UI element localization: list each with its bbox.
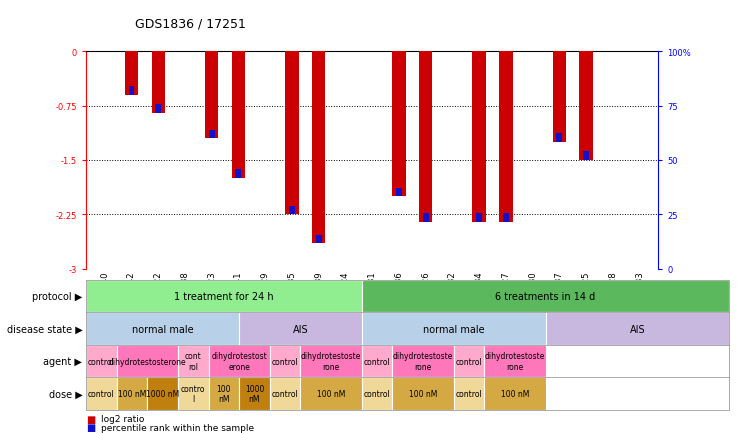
- Text: 1000
nM: 1000 nM: [245, 384, 264, 404]
- Bar: [129, 87, 135, 95]
- Bar: [316, 235, 322, 244]
- Text: dose ▶: dose ▶: [49, 389, 82, 399]
- Text: contro
l: contro l: [181, 384, 206, 404]
- Text: ■: ■: [86, 423, 95, 432]
- Bar: [392, 52, 405, 197]
- Bar: [419, 52, 432, 222]
- Text: 100 nM: 100 nM: [500, 389, 529, 398]
- Text: 1 treatment for 24 h: 1 treatment for 24 h: [174, 291, 274, 301]
- Text: log2 ratio: log2 ratio: [101, 414, 144, 423]
- Text: control: control: [272, 357, 298, 366]
- Bar: [236, 170, 242, 179]
- Bar: [580, 52, 592, 161]
- Bar: [553, 52, 566, 142]
- Text: control: control: [272, 389, 298, 398]
- Text: control: control: [456, 389, 482, 398]
- Bar: [232, 52, 245, 179]
- Text: control: control: [456, 357, 482, 366]
- Text: dihydrotestoste
rone: dihydrotestoste rone: [393, 352, 453, 371]
- Text: percentile rank within the sample: percentile rank within the sample: [101, 423, 254, 432]
- Bar: [156, 105, 161, 114]
- Text: agent ▶: agent ▶: [43, 356, 82, 366]
- Bar: [423, 214, 429, 222]
- Text: 100 nM: 100 nM: [117, 389, 146, 398]
- Text: control: control: [364, 357, 390, 366]
- Text: cont
rol: cont rol: [185, 352, 202, 371]
- Text: normal male: normal male: [423, 324, 485, 334]
- Text: control: control: [88, 389, 114, 398]
- Bar: [125, 52, 138, 95]
- Text: dihydrotestost
erone: dihydrotestost erone: [211, 352, 267, 371]
- Text: 100
nM: 100 nM: [217, 384, 231, 404]
- Text: AIS: AIS: [630, 324, 646, 334]
- Bar: [152, 52, 165, 114]
- Bar: [557, 134, 562, 142]
- Bar: [289, 206, 295, 215]
- Bar: [503, 214, 509, 222]
- Text: AIS: AIS: [292, 324, 308, 334]
- Text: 6 treatments in 14 d: 6 treatments in 14 d: [495, 291, 595, 301]
- Bar: [396, 188, 402, 197]
- Text: control: control: [88, 357, 114, 366]
- Text: 100 nM: 100 nM: [317, 389, 346, 398]
- Bar: [499, 52, 512, 222]
- Bar: [209, 130, 215, 139]
- Text: protocol ▶: protocol ▶: [32, 291, 82, 301]
- Bar: [473, 52, 485, 222]
- Text: dihydrotestoste
rone: dihydrotestoste rone: [301, 352, 361, 371]
- Text: disease state ▶: disease state ▶: [7, 324, 82, 334]
- Text: dihydrotestosterone: dihydrotestosterone: [108, 357, 186, 366]
- Bar: [476, 214, 482, 222]
- Text: control: control: [364, 389, 390, 398]
- Text: ■: ■: [86, 414, 95, 424]
- Text: dihydrotestoste
rone: dihydrotestoste rone: [485, 352, 545, 371]
- Bar: [285, 52, 298, 215]
- Bar: [583, 152, 589, 161]
- Text: 100 nM: 100 nM: [409, 389, 437, 398]
- Text: normal male: normal male: [132, 324, 194, 334]
- Bar: [312, 52, 325, 244]
- Text: 1000 nM: 1000 nM: [146, 389, 180, 398]
- Text: GDS1836 / 17251: GDS1836 / 17251: [135, 17, 245, 30]
- Bar: [205, 52, 218, 139]
